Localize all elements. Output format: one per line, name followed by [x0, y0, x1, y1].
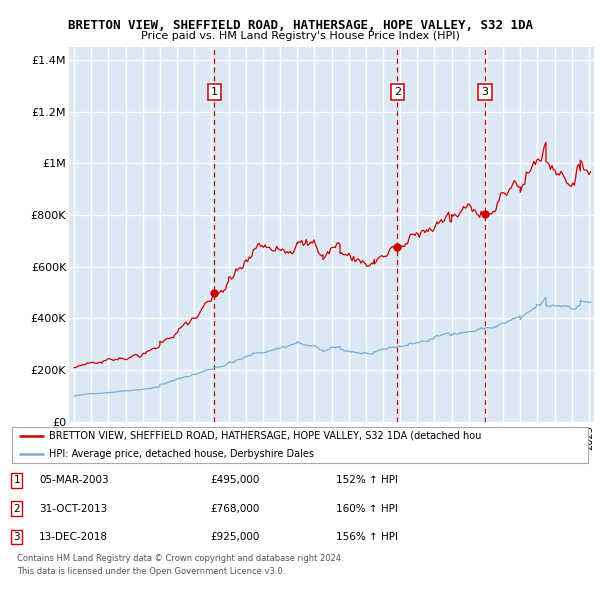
Text: 13-DEC-2018: 13-DEC-2018	[39, 532, 108, 542]
Text: 2: 2	[394, 87, 401, 97]
Text: 156% ↑ HPI: 156% ↑ HPI	[336, 532, 398, 542]
Text: HPI: Average price, detached house, Derbyshire Dales: HPI: Average price, detached house, Derb…	[49, 449, 314, 459]
Text: 2: 2	[13, 504, 20, 513]
Text: This data is licensed under the Open Government Licence v3.0.: This data is licensed under the Open Gov…	[17, 567, 285, 576]
Text: BRETTON VIEW, SHEFFIELD ROAD, HATHERSAGE, HOPE VALLEY, S32 1DA: BRETTON VIEW, SHEFFIELD ROAD, HATHERSAGE…	[67, 19, 533, 32]
Text: BRETTON VIEW, SHEFFIELD ROAD, HATHERSAGE, HOPE VALLEY, S32 1DA (detached hou: BRETTON VIEW, SHEFFIELD ROAD, HATHERSAGE…	[49, 431, 482, 441]
Text: 05-MAR-2003: 05-MAR-2003	[39, 476, 109, 485]
Text: £925,000: £925,000	[210, 532, 259, 542]
Text: 1: 1	[13, 476, 20, 485]
Text: £495,000: £495,000	[210, 476, 259, 485]
Text: £768,000: £768,000	[210, 504, 259, 513]
Text: 152% ↑ HPI: 152% ↑ HPI	[336, 476, 398, 485]
Text: Contains HM Land Registry data © Crown copyright and database right 2024.: Contains HM Land Registry data © Crown c…	[17, 554, 343, 563]
Text: 160% ↑ HPI: 160% ↑ HPI	[336, 504, 398, 513]
Text: 3: 3	[482, 87, 488, 97]
Text: 3: 3	[13, 532, 20, 542]
Text: Price paid vs. HM Land Registry's House Price Index (HPI): Price paid vs. HM Land Registry's House …	[140, 31, 460, 41]
Text: 31-OCT-2013: 31-OCT-2013	[39, 504, 107, 513]
Text: 1: 1	[211, 87, 218, 97]
